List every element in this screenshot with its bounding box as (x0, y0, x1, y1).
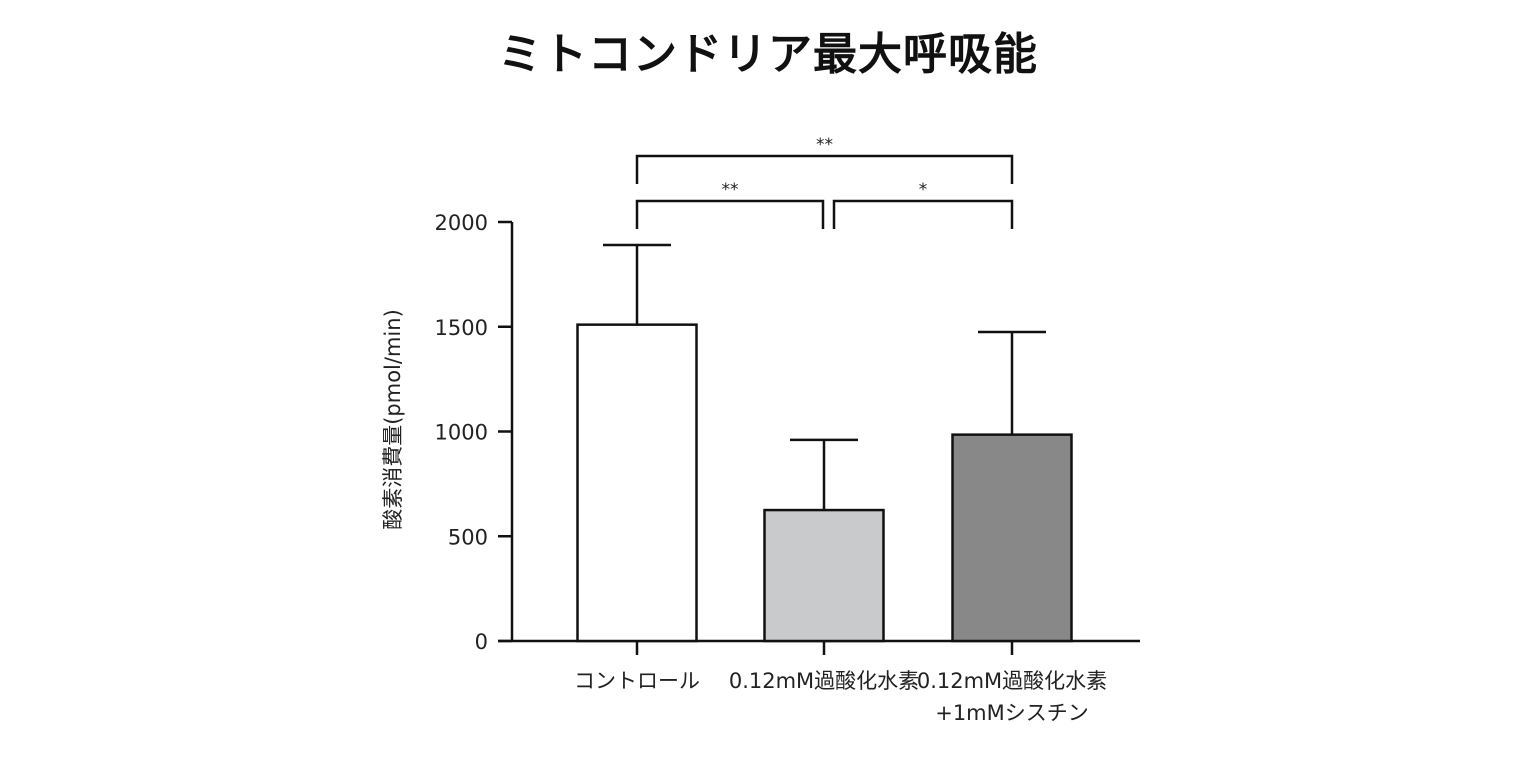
category-label: +1mMシスチン (935, 701, 1089, 725)
significance-brackets: ** *** (635, 135, 1014, 229)
bars (576, 323, 1073, 643)
significance-label: * (919, 180, 928, 200)
y-tick-label: 0 (475, 630, 488, 654)
significance-bracket (635, 199, 825, 229)
category-label: 0.12mM過酸化水素 (917, 669, 1107, 693)
bar (763, 508, 885, 643)
category-label: コントロール (574, 669, 700, 693)
significance-label: ** (816, 135, 833, 155)
category-label: 0.12mM過酸化水素 (729, 669, 919, 693)
bar (951, 433, 1073, 643)
y-tick-label: 1500 (435, 316, 488, 340)
significance-bracket (832, 199, 1014, 229)
significance-bracket (635, 154, 1014, 184)
labels: 0 500 1000 1500 2000 酸素消費量(pmol/min) コントロール 0.1… (381, 211, 1107, 725)
y-tick-label: 1000 (435, 421, 488, 445)
y-tick-label: 2000 (435, 211, 488, 235)
error-bars (603, 243, 1046, 511)
significance-label: ** (722, 180, 739, 200)
y-tick-label: 500 (448, 525, 488, 549)
chart-title: ミトコンドリア最大呼吸能 (498, 29, 1038, 80)
bar (576, 323, 698, 643)
y-axis-label: 酸素消費量(pmol/min) (381, 309, 405, 530)
